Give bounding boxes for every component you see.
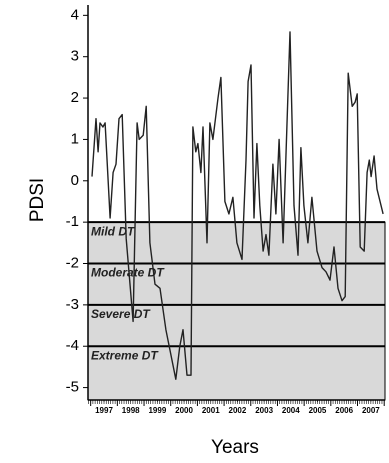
x-axis-label: Years [211, 437, 259, 458]
y-tick-label: -5 [66, 379, 79, 396]
y-tick-label: -3 [66, 296, 79, 313]
threshold-label: Extreme DT [91, 348, 159, 362]
x-tick-label: 2001 [202, 406, 220, 415]
y-tick-label: 2 [71, 89, 79, 106]
threshold-label: Severe DT [91, 307, 151, 321]
x-tick-label: 1997 [95, 406, 113, 415]
threshold-label: Moderate DT [91, 266, 165, 280]
x-tick-label: 2000 [175, 406, 193, 415]
x-tick-label: 2006 [335, 406, 353, 415]
y-tick-label: 1 [71, 130, 79, 147]
y-tick-label: 0 [71, 172, 79, 189]
x-tick-label: 2007 [362, 406, 380, 415]
y-tick-label: 3 [71, 48, 79, 65]
x-tick-label: 2003 [255, 406, 273, 415]
x-tick-label: 2004 [282, 406, 300, 415]
threshold-label: Mild DT [91, 224, 136, 238]
drought-shade [87, 221, 386, 401]
x-tick-label: 1998 [122, 406, 140, 415]
data-line [91, 31, 384, 380]
x-tick-label: 1999 [148, 406, 166, 415]
y-tick-label: 4 [71, 6, 79, 23]
x-tick-label: 2005 [309, 406, 327, 415]
y-tick-label: -2 [66, 254, 79, 271]
y-tick-label: -4 [66, 337, 79, 354]
x-tick-label: 2002 [229, 406, 247, 415]
y-tick-label: -1 [66, 213, 79, 230]
y-axis-label: PDSI [27, 178, 48, 222]
